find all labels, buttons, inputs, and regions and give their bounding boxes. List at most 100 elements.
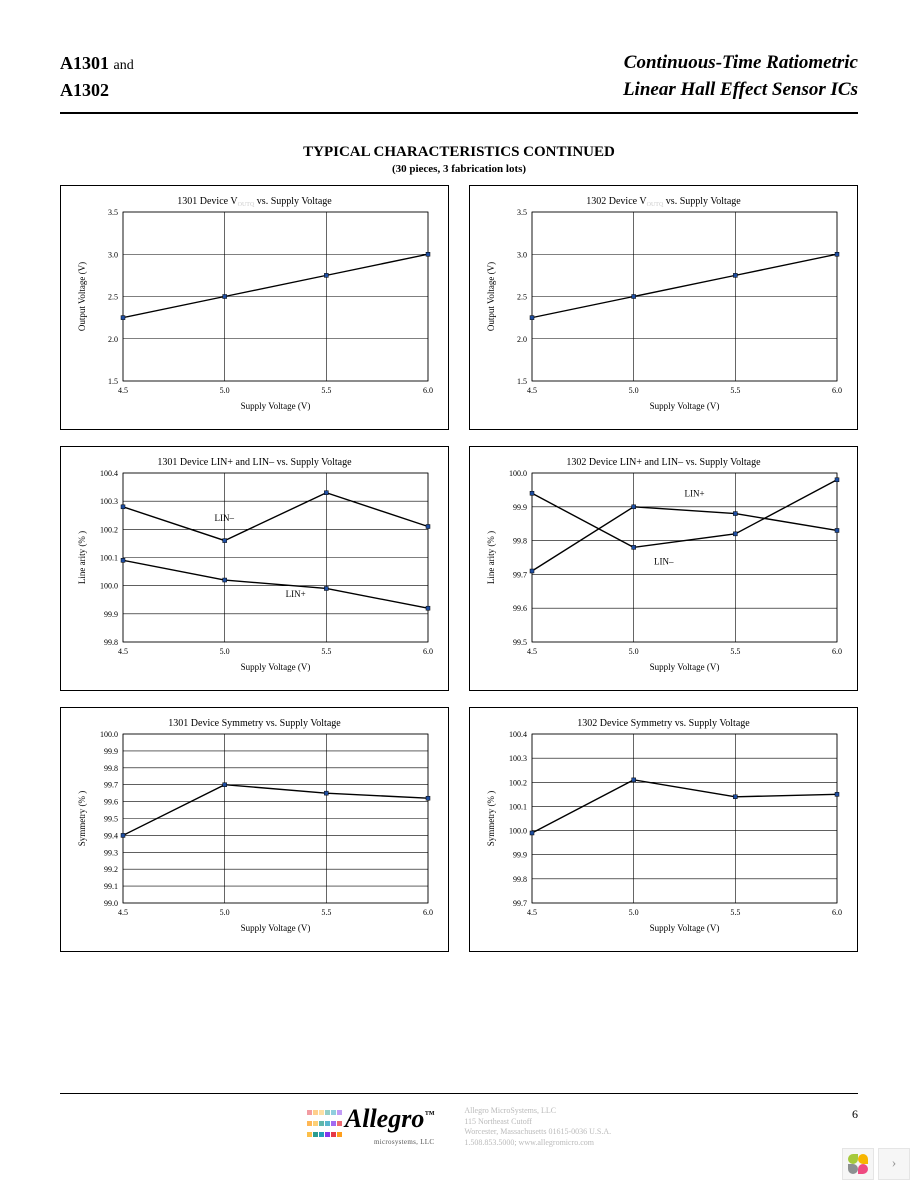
svg-text:100.4: 100.4 xyxy=(100,469,118,478)
svg-text:99.8: 99.8 xyxy=(513,875,527,884)
svg-text:5.0: 5.0 xyxy=(629,647,639,656)
svg-text:Supply Voltage (V): Supply Voltage (V) xyxy=(650,401,720,411)
svg-text:5.5: 5.5 xyxy=(730,908,740,917)
svg-text:5.5: 5.5 xyxy=(321,647,331,656)
svg-text:99.6: 99.6 xyxy=(513,604,527,613)
next-page-button[interactable]: › xyxy=(878,1148,910,1180)
part-a1301: A1301 xyxy=(60,53,109,73)
svg-text:100.0: 100.0 xyxy=(100,582,118,591)
footer-rule xyxy=(60,1093,858,1094)
svg-text:99.5: 99.5 xyxy=(513,638,527,647)
svg-text:1.5: 1.5 xyxy=(517,377,527,386)
section-subtitle: (30 pieces, 3 fabrication lots) xyxy=(60,163,858,175)
svg-text:99.7: 99.7 xyxy=(513,570,527,579)
svg-text:100.1: 100.1 xyxy=(100,554,118,563)
svg-text:LIN+: LIN+ xyxy=(685,489,705,499)
svg-text:100.4: 100.4 xyxy=(509,730,527,739)
svg-text:99.1: 99.1 xyxy=(104,882,118,891)
svg-text:6.0: 6.0 xyxy=(423,386,433,395)
logo-subtitle: microsystems, LLC xyxy=(307,1138,434,1146)
chart-svg: 1301 Device LIN+ and LIN– vs. Supply Vol… xyxy=(71,455,438,676)
logo-squares-icon xyxy=(307,1105,343,1138)
chart-svg: 1301 Device Symmetry vs. Supply Voltage9… xyxy=(71,716,438,937)
svg-text:3.0: 3.0 xyxy=(517,250,527,259)
svg-text:99.9: 99.9 xyxy=(513,503,527,512)
svg-text:5.0: 5.0 xyxy=(220,908,230,917)
svg-text:99.8: 99.8 xyxy=(104,638,118,647)
svg-text:100.3: 100.3 xyxy=(509,754,527,763)
svg-text:100.2: 100.2 xyxy=(100,525,118,534)
svg-text:99.6: 99.6 xyxy=(104,798,118,807)
svg-text:3.5: 3.5 xyxy=(517,208,527,217)
svg-text:Output Voltage (V): Output Voltage (V) xyxy=(486,262,496,331)
chart-1301-voutq: 1301 Device VOUTQ vs. Supply Voltage 1.5 2… xyxy=(60,185,449,430)
svg-text:99.8: 99.8 xyxy=(104,764,118,773)
svg-text:Supply Voltage (V): Supply Voltage (V) xyxy=(241,923,311,933)
svg-text:Supply Voltage (V): Supply Voltage (V) xyxy=(241,662,311,672)
svg-text:6.0: 6.0 xyxy=(423,908,433,917)
svg-text:Supply Voltage (V): Supply Voltage (V) xyxy=(650,662,720,672)
svg-text:6.0: 6.0 xyxy=(832,647,842,656)
logo-text: Allegro xyxy=(345,1104,424,1133)
svg-text:2.0: 2.0 xyxy=(517,335,527,344)
svg-text:1301 Device VOUTQ vs. Supply V: 1301 Device VOUTQ vs. Supply Voltage xyxy=(177,196,332,208)
chevron-right-icon: › xyxy=(892,1156,897,1172)
svg-text:5.5: 5.5 xyxy=(730,386,740,395)
svg-text:5.5: 5.5 xyxy=(730,647,740,656)
svg-text:99.9: 99.9 xyxy=(104,610,118,619)
svg-text:99.9: 99.9 xyxy=(104,747,118,756)
footer-address: Allegro MicroSystems, LLC115 Northeast C… xyxy=(464,1106,611,1148)
svg-text:99.0: 99.0 xyxy=(104,899,118,908)
svg-text:5.5: 5.5 xyxy=(321,908,331,917)
svg-text:99.7: 99.7 xyxy=(513,899,527,908)
svg-text:6.0: 6.0 xyxy=(423,647,433,656)
svg-text:99.4: 99.4 xyxy=(104,831,118,840)
doc-title-line2: Linear Hall Effect Sensor ICs xyxy=(623,77,858,104)
svg-text:3.0: 3.0 xyxy=(108,250,118,259)
svg-text:6.0: 6.0 xyxy=(832,908,842,917)
chart-svg: 1301 Device VOUTQ vs. Supply Voltage 1.5 2… xyxy=(71,194,438,415)
svg-text:3.5: 3.5 xyxy=(108,208,118,217)
svg-text:Line arity (% ): Line arity (% ) xyxy=(77,531,87,584)
part-a1302: A1302 xyxy=(60,80,109,100)
svg-text:4.5: 4.5 xyxy=(527,647,537,656)
svg-text:4.5: 4.5 xyxy=(527,386,537,395)
chart-svg: 1302 Device LIN+ and LIN– vs. Supply Vol… xyxy=(480,455,847,676)
svg-text:Symmetry (% ): Symmetry (% ) xyxy=(486,791,496,847)
section-title: TYPICAL CHARACTERISTICS CONTINUED xyxy=(60,144,858,161)
svg-text:1302 Device VOUTQ vs. Supply V: 1302 Device VOUTQ vs. Supply Voltage xyxy=(586,196,741,208)
part-numbers: A1301 and A1302 xyxy=(60,50,134,104)
petal-icon[interactable] xyxy=(842,1148,874,1180)
svg-text:1301 Device LIN+ and LIN– vs.: 1301 Device LIN+ and LIN– vs. Supply Vol… xyxy=(157,457,352,468)
svg-text:LIN–: LIN– xyxy=(215,513,235,523)
svg-text:99.8: 99.8 xyxy=(513,537,527,546)
svg-text:5.0: 5.0 xyxy=(220,386,230,395)
svg-text:6.0: 6.0 xyxy=(832,386,842,395)
svg-text:5.0: 5.0 xyxy=(629,908,639,917)
svg-text:Symmetry (% ): Symmetry (% ) xyxy=(77,791,87,847)
svg-text:5.0: 5.0 xyxy=(220,647,230,656)
svg-text:1302 Device LIN+ and LIN– vs.: 1302 Device LIN+ and LIN– vs. Supply Vol… xyxy=(566,457,761,468)
svg-text:5.0: 5.0 xyxy=(629,386,639,395)
chart-grid: 1301 Device VOUTQ vs. Supply Voltage 1.5 2… xyxy=(60,185,858,952)
chart-1302-voutq: 1302 Device VOUTQ vs. Supply Voltage 1.5 2… xyxy=(469,185,858,430)
svg-text:1.5: 1.5 xyxy=(108,377,118,386)
svg-text:2.5: 2.5 xyxy=(108,293,118,302)
allegro-logo: Allegro™ microsystems, LLC xyxy=(307,1104,434,1146)
page-header: A1301 and A1302 Continuous-Time Ratiomet… xyxy=(60,50,858,104)
svg-text:Supply Voltage (V): Supply Voltage (V) xyxy=(650,923,720,933)
and-label: and xyxy=(114,58,134,73)
page-number: 6 xyxy=(852,1107,858,1122)
svg-text:5.5: 5.5 xyxy=(321,386,331,395)
svg-text:4.5: 4.5 xyxy=(527,908,537,917)
chart-1301-linearity: 1301 Device LIN+ and LIN– vs. Supply Vol… xyxy=(60,446,449,691)
svg-text:99.3: 99.3 xyxy=(104,848,118,857)
svg-text:1302 Device Symmetry vs. Suppl: 1302 Device Symmetry vs. Supply Voltage xyxy=(577,718,750,729)
svg-text:4.5: 4.5 xyxy=(118,647,128,656)
chart-1302-symmetry: 1302 Device Symmetry vs. Supply Voltage 9… xyxy=(469,707,858,952)
svg-text:99.5: 99.5 xyxy=(104,815,118,824)
doc-title-line1: Continuous-Time Ratiometric xyxy=(623,50,858,77)
svg-text:4.5: 4.5 xyxy=(118,908,128,917)
svg-text:4.5: 4.5 xyxy=(118,386,128,395)
header-rule xyxy=(60,112,858,114)
